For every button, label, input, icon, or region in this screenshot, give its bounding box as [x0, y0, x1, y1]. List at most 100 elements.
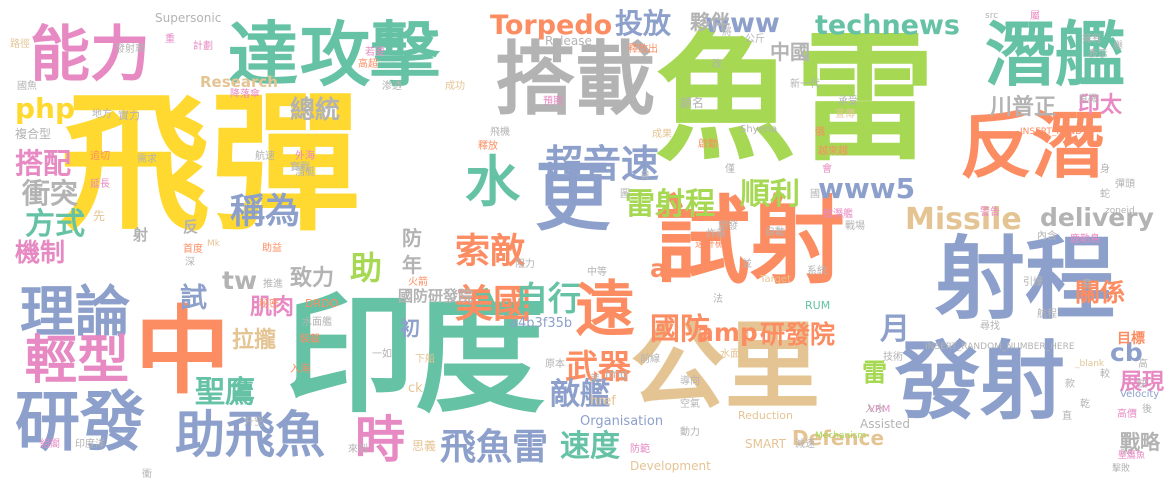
word-139: 戰場: [845, 221, 865, 232]
word-smart: SMART: [745, 437, 786, 451]
word-193: 日: [640, 171, 650, 182]
word-10: 反潛: [960, 104, 1105, 188]
word-140: 內含: [1037, 231, 1057, 242]
word-22: 水: [465, 150, 521, 214]
word-182: 深: [185, 257, 195, 268]
word-7: 搭載: [495, 33, 655, 126]
word-137: 越來越: [818, 146, 848, 157]
word-34: 國防: [650, 312, 710, 347]
word-204: 高: [1138, 359, 1148, 370]
word-95: 年: [402, 253, 422, 277]
word-126: 承受: [838, 96, 858, 107]
word-55: 戰略: [1120, 430, 1160, 454]
word-46: 衝突: [22, 177, 79, 210]
word-104: 實力: [118, 109, 140, 122]
word-31: 美國: [455, 282, 532, 326]
word-58: 總統: [290, 95, 341, 124]
word-117: 降落傘: [230, 89, 260, 100]
word-organisation: Organisation: [580, 414, 664, 429]
word-99: 射: [133, 226, 149, 244]
word-151: 入水: [865, 404, 885, 415]
word-amp: amp: [697, 318, 758, 347]
word-54: 展現: [1120, 370, 1165, 395]
word-145: 引爆: [1023, 277, 1043, 288]
word-136: 啟動: [698, 139, 718, 150]
word-16: 遠: [575, 275, 635, 345]
word-defence: Defence: [792, 426, 885, 450]
word-181: 秘密: [259, 299, 279, 310]
word-172: 空氣: [680, 399, 700, 410]
word-drdo: DRDO: [305, 297, 339, 310]
word-35: 雷射程: [625, 187, 715, 222]
word-123: 釋放出: [628, 44, 658, 55]
word-170: 自動: [765, 227, 785, 238]
word-169: 炸藥: [706, 229, 726, 240]
word-120: 渗透: [382, 81, 402, 92]
word-189: 將: [722, 27, 732, 38]
word-203: 並: [742, 259, 752, 270]
word-163: 推進: [263, 279, 283, 290]
word-102: 顧名: [680, 96, 705, 110]
word-assisted: Assisted: [860, 417, 911, 431]
word-delivery: delivery: [1040, 203, 1154, 232]
word-a: a: [650, 254, 667, 283]
word-45: 搭配: [15, 147, 72, 180]
word-41: 敵艦: [550, 377, 610, 412]
word-torpedo: Torpedo: [490, 10, 613, 41]
word-187: 僅: [725, 164, 735, 175]
word-12: 潛艦: [985, 14, 1125, 96]
word-186: 法: [713, 294, 723, 305]
word-112: 航速: [255, 151, 275, 162]
word-205: 較: [1100, 369, 1110, 380]
word-65: 拉攏: [232, 328, 277, 353]
word-167: 裝載: [300, 334, 320, 345]
word-177: 航程: [1037, 309, 1057, 320]
word-113: 外海: [295, 151, 315, 162]
word-175: 開發: [718, 221, 738, 232]
word-200: 蛇: [1100, 189, 1110, 200]
word-129: 擁有: [1082, 34, 1102, 45]
word-47: 方式: [25, 207, 85, 242]
word-36: 順利: [740, 177, 800, 212]
word-missile: Missile: [905, 202, 1022, 237]
word-171: 遠升機: [695, 239, 725, 250]
word-21: 超音速: [545, 142, 660, 186]
word-178: 助益: [262, 243, 282, 254]
word-63: 致力: [290, 266, 335, 291]
word-velocity: Velocity: [1120, 389, 1160, 400]
word-109: 延長: [90, 179, 110, 190]
word-src: src: [985, 11, 999, 21]
word-48: 機制: [15, 238, 66, 267]
word-img: img: [605, 367, 628, 381]
word-119: 高超: [358, 59, 378, 70]
word-185: 美: [590, 374, 600, 385]
word-176: 快: [1137, 379, 1147, 390]
word-160: 印度洋: [75, 439, 105, 450]
word-183: 重: [165, 34, 175, 45]
word-94: 目標: [1117, 331, 1145, 347]
word-98: 雷: [862, 358, 888, 387]
word-38: 索敵: [455, 232, 526, 272]
word-96: 月: [880, 312, 910, 347]
word-64: 肌肉: [250, 295, 295, 320]
word-40: 武器: [565, 347, 631, 386]
word-101: 先: [93, 209, 106, 223]
word-199: 圖: [620, 189, 630, 200]
word-43: 聖鷹: [195, 375, 255, 410]
word-blank: _blank: [1075, 359, 1105, 369]
word-26: 投放: [615, 7, 672, 40]
word-121: 成功: [445, 81, 465, 92]
word-13: 達: [228, 14, 298, 96]
word-18: 輕型: [25, 331, 130, 391]
word-179: 衝: [142, 469, 152, 480]
word-5: 射程: [935, 227, 1115, 332]
word-0: 飛彈: [60, 78, 361, 252]
word-150: 水面: [720, 349, 740, 360]
word-2: 印度: [285, 279, 546, 431]
word-184: 國: [810, 189, 820, 200]
word-105: 地方: [92, 109, 112, 120]
word-52: 印太: [1078, 93, 1123, 118]
word-144: 尋找: [980, 321, 1000, 332]
word-180: 高價: [1117, 409, 1137, 420]
